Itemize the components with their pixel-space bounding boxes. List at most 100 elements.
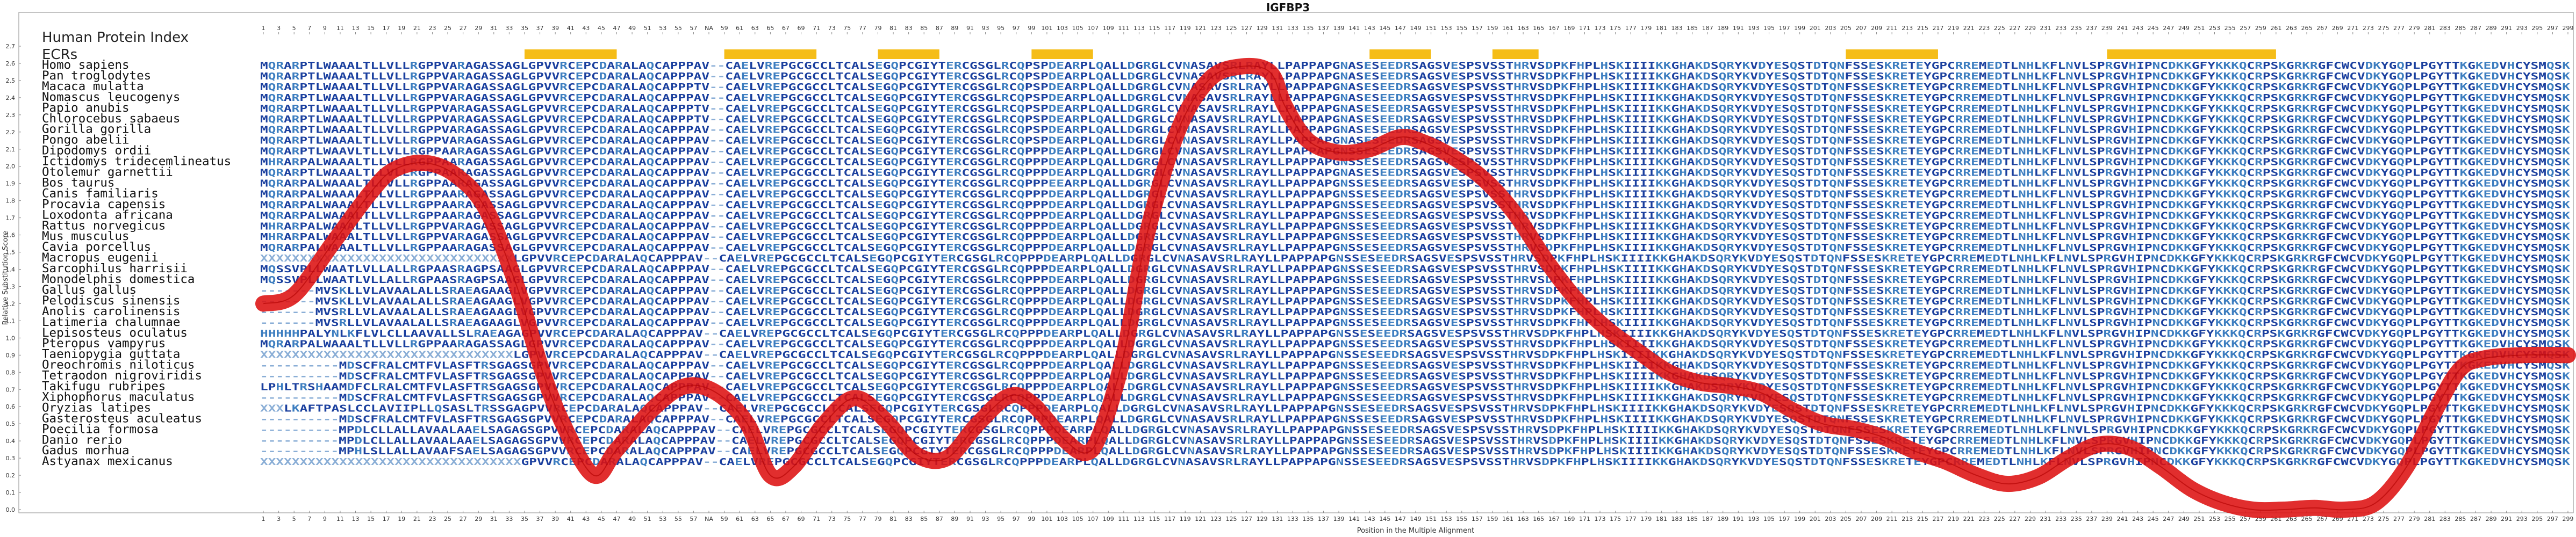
y-tick-label: 1.4 bbox=[6, 266, 16, 273]
x-tick-top-label: 13 bbox=[352, 25, 360, 32]
sequence-row: M QR A R PTLWAAALTLLVLL R GPPVA R AGASSAGLGPVV R C… bbox=[260, 114, 2570, 125]
sequence-row: ---------- M D SCF R ALCMTFVLASFT R SGAGSGPVV R C… bbox=[260, 360, 2570, 372]
x-tick-top-label: 57 bbox=[690, 25, 697, 32]
x-tick-top-label: 193 bbox=[1748, 25, 1759, 32]
y-tick-label: 0.8 bbox=[6, 369, 16, 376]
x-tick-label: 79 bbox=[874, 516, 881, 523]
x-tick-top-label: 95 bbox=[997, 25, 1004, 32]
x-tick-top-label: 153 bbox=[1441, 25, 1452, 32]
x-tick-label: 265 bbox=[2301, 516, 2313, 523]
x-tick-label: 205 bbox=[1840, 516, 1852, 523]
x-tick-label: 211 bbox=[1886, 516, 1898, 523]
x-tick-label: 157 bbox=[1472, 516, 1483, 523]
x-tick-label: 153 bbox=[1441, 516, 1452, 523]
x-tick-top-label: 51 bbox=[644, 25, 651, 32]
x-tick-label: 253 bbox=[2209, 516, 2220, 523]
x-tick-top-label: 221 bbox=[1963, 25, 1975, 32]
x-tick-label: 1 bbox=[262, 516, 266, 523]
sequence-row: M QR A R PALWAAALTLLVLL R GPPAA R AGASSAGLGPVV R C… bbox=[260, 242, 2570, 253]
y-tick-label: 0.4 bbox=[6, 438, 16, 445]
x-tick-top-label: 53 bbox=[659, 25, 666, 32]
x-tick-label: 155 bbox=[1456, 516, 1467, 523]
x-tick-top-label: 75 bbox=[843, 25, 851, 32]
x-tick-top-label: 21 bbox=[413, 25, 421, 32]
x-tick-top-label: 245 bbox=[2148, 25, 2159, 32]
x-tick-label: 31 bbox=[490, 516, 498, 523]
x-tick-top-label: 97 bbox=[1013, 25, 1020, 32]
x-tick-top-label: 55 bbox=[675, 25, 682, 32]
x-tick-label: 233 bbox=[2055, 516, 2066, 523]
x-tick-label: 19 bbox=[398, 516, 405, 523]
x-tick-top-label: 199 bbox=[1794, 25, 1805, 32]
x-tick-top-label: NA bbox=[705, 25, 713, 32]
species-label: Lepisosteus oculatus bbox=[42, 326, 188, 340]
sequence-row: M QR A R PALWAAALTLLVLL R GPPAA R AGASSAGLGPVV R C… bbox=[260, 178, 2570, 189]
x-tick-label: 245 bbox=[2148, 516, 2159, 523]
x-tick-top-label: 15 bbox=[367, 25, 375, 32]
x-tick-top-label: 5 bbox=[292, 25, 296, 32]
x-tick-top-label: 239 bbox=[2101, 25, 2113, 32]
x-tick-label: 11 bbox=[336, 516, 344, 523]
x-tick-label: 149 bbox=[1410, 516, 1422, 523]
x-tick-label: 99 bbox=[1028, 516, 1035, 523]
x-tick-top-label: 207 bbox=[1856, 25, 1867, 32]
x-tick-label: 85 bbox=[920, 516, 928, 523]
x-tick-label: 61 bbox=[736, 516, 743, 523]
x-tick-top-label: 83 bbox=[905, 25, 913, 32]
x-tick-label: 23 bbox=[428, 516, 436, 523]
x-tick-label: 43 bbox=[582, 516, 590, 523]
x-tick-label: 179 bbox=[1640, 516, 1652, 523]
x-tick-top-label: 77 bbox=[859, 25, 866, 32]
x-tick-label: 255 bbox=[2225, 516, 2236, 523]
x-tick-top-label: 243 bbox=[2132, 25, 2143, 32]
x-tick-label: 257 bbox=[2240, 516, 2251, 523]
sequence-row: ------- MVS R LLVLAVAALALLS R A E AGAAGLVGPVV R C… bbox=[260, 307, 2570, 318]
sequence-row: M QR A R PTLWAAALTLLVLL R GPPVA R AGASSAGLGPVV R C… bbox=[260, 71, 2570, 82]
x-tick-top-label: 123 bbox=[1210, 25, 1222, 32]
x-tick-label: 95 bbox=[997, 516, 1004, 523]
x-tick-label: 57 bbox=[690, 516, 697, 523]
x-tick-top-label: 201 bbox=[1810, 25, 1821, 32]
x-tick-label: 239 bbox=[2101, 516, 2113, 523]
sequence-row: XXX L K AFTPASLCCLAVIIPLL Q SASLT R SSGAGPVV R C E… bbox=[260, 403, 2570, 414]
x-tick-label: 51 bbox=[644, 516, 651, 523]
x-tick-top-label: 241 bbox=[2116, 25, 2128, 32]
y-tick-label: 2.7 bbox=[6, 43, 16, 50]
x-tick-top-label: 149 bbox=[1410, 25, 1422, 32]
species-label: Pelodiscus sinensis bbox=[42, 294, 180, 308]
x-tick-top-label: 11 bbox=[336, 25, 344, 32]
x-tick-label: 209 bbox=[1871, 516, 1882, 523]
x-axis-label: Position in the Multiple Alignment bbox=[1357, 527, 1475, 535]
x-tick-label: 299 bbox=[2563, 516, 2574, 523]
x-tick-label: 215 bbox=[1917, 516, 1928, 523]
x-tick-top-label: 121 bbox=[1195, 25, 1206, 32]
sequence-row: HHHHH PALY N L K FLVLCLLAAVALLSL R A E AGAGPVV R C E… bbox=[260, 328, 2570, 339]
species-label: Astyanax mexicanus bbox=[42, 454, 173, 468]
y-tick-label: 1.5 bbox=[6, 249, 16, 256]
y-tick-label: 0.7 bbox=[6, 386, 16, 393]
ecr-region-bar bbox=[1492, 49, 1539, 59]
y-tick-label: 1.8 bbox=[6, 198, 16, 205]
sequence-row: ------- MVS K LLVLAVAALALLS R A E AGAAGLVGPVV R C… bbox=[260, 285, 2570, 296]
x-tick-top-label: 133 bbox=[1287, 25, 1298, 32]
ecr-region-bar bbox=[2107, 49, 2276, 59]
x-tick-label: 107 bbox=[1087, 516, 1099, 523]
x-tick-top-label: 187 bbox=[1702, 25, 1713, 32]
x-tick-top-label: 223 bbox=[1978, 25, 1990, 32]
x-tick-top-label: 293 bbox=[2516, 25, 2528, 32]
x-tick-label: 195 bbox=[1763, 516, 1775, 523]
x-tick-label: 3 bbox=[277, 516, 281, 523]
x-tick-label: 63 bbox=[751, 516, 759, 523]
x-tick-top-label: 47 bbox=[613, 25, 620, 32]
x-tick-top-label: 113 bbox=[1133, 25, 1145, 32]
x-tick-label: 15 bbox=[367, 516, 375, 523]
species-label: Macropus eugenii bbox=[42, 251, 159, 265]
x-tick-label: 139 bbox=[1333, 516, 1345, 523]
y-tick-label: 0.0 bbox=[6, 506, 16, 513]
x-tick-top-label: 135 bbox=[1302, 25, 1314, 32]
x-tick-top-label: 173 bbox=[1595, 25, 1606, 32]
x-tick-label: 73 bbox=[828, 516, 836, 523]
x-tick-label: 101 bbox=[1041, 516, 1052, 523]
x-tick-top-label: 155 bbox=[1456, 25, 1467, 32]
x-tick-label: 25 bbox=[444, 516, 451, 523]
